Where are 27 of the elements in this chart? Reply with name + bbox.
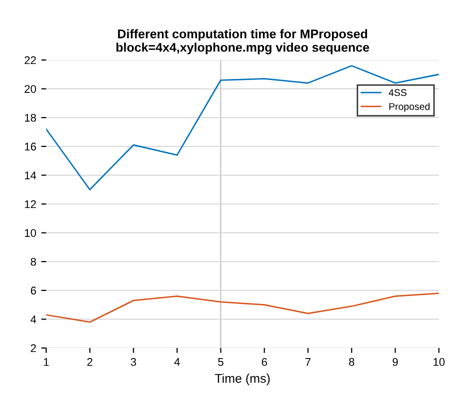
chart-title: Different computation time for MProposed block=4x4,xylophone.mpg video sequence	[116, 29, 370, 54]
y-tick-label: 18	[24, 114, 36, 122]
x-tick-label: 9	[392, 358, 398, 366]
y-tick-label: 22	[24, 56, 36, 64]
y-tick-label: 16	[24, 142, 36, 151]
x-tick-label: 5	[218, 358, 224, 366]
y-tick-label: 4	[30, 316, 36, 324]
x-tick-label: 2	[87, 358, 92, 366]
x-tick-label: 8	[349, 358, 354, 366]
legend-label: Proposed	[389, 102, 430, 112]
x-tick-label: 7	[305, 358, 311, 366]
y-tick-label: 12	[24, 200, 36, 208]
line-series	[46, 292, 439, 323]
y-tick-label: 20	[24, 85, 36, 93]
line-series	[46, 65, 439, 190]
x-tick-label: 3	[130, 358, 136, 366]
x-tick-label: 1	[44, 358, 49, 366]
x-tick-label: 10	[434, 358, 445, 366]
x-tick-label: 6	[262, 358, 267, 366]
y-tick-label: 6	[30, 286, 36, 295]
y-tick-label: 10	[24, 229, 36, 237]
x-axis-title: Time (ms)	[214, 374, 270, 386]
legend-label: 4SS	[388, 89, 406, 96]
x-tick-label: 4	[174, 358, 180, 366]
y-tick-label: 14	[24, 172, 36, 180]
y-tick-label: 2	[30, 344, 36, 352]
y-tick-label: 8	[30, 258, 36, 266]
